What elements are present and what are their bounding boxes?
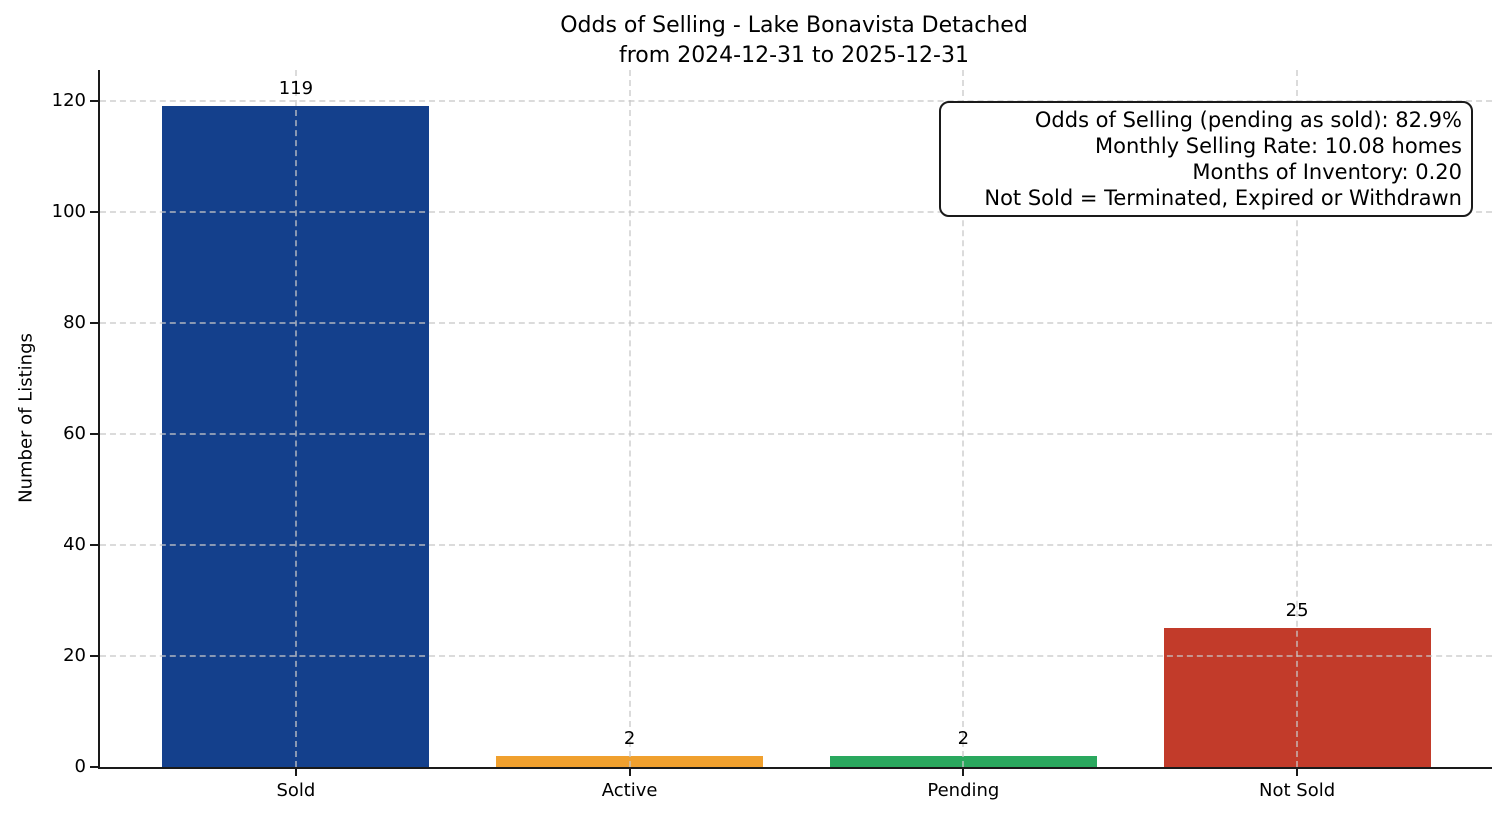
y-axis-label: Number of Listings (15, 333, 37, 503)
y-tick-label: 40 (63, 533, 86, 555)
axis-ticks-layer: 0 20 40 60 80 100 120 Sold Active Pending Not Sold (52, 70, 1492, 801)
chart-title-line-2: from 2024-12-31 to 2025-12-31 (619, 43, 969, 68)
y-tick-label: 80 (63, 311, 86, 333)
y-tick-mark (90, 99, 100, 102)
x-tick-mark (962, 769, 965, 776)
y-tick-mark (90, 654, 100, 657)
x-tick-label: Sold (276, 780, 316, 801)
x-tick-label: Pending (927, 780, 1000, 801)
annotation-line: Not Sold = Terminated, Expired or Withdr… (984, 186, 1462, 210)
y-tick-label: 20 (63, 644, 86, 666)
x-tick-mark (294, 769, 297, 776)
y-tick-label: 100 (51, 200, 86, 222)
x-tick-label: Active (601, 780, 658, 801)
annotation-box: Odds of Selling (pending as sold): 82.9%… (939, 101, 1473, 217)
y-tick-label: 120 (51, 89, 86, 111)
y-tick-mark (90, 543, 100, 546)
y-tick-mark (90, 766, 100, 768)
annotation-line: Monthly Selling Rate: 10.08 homes (1095, 134, 1462, 158)
chart-title: Odds of Selling - Lake Bonavista Detache… (98, 11, 1490, 71)
y-tick-mark (90, 432, 100, 435)
annotation-line: Odds of Selling (pending as sold): 82.9% (1034, 108, 1462, 132)
plot-area: 0 20 40 60 80 100 120 Sold Active Pending Not Sold… (52, 70, 1492, 801)
x-tick-mark (628, 769, 631, 776)
y-tick-label: 60 (63, 422, 86, 444)
annotation-line: Months of Inventory: 0.20 (1192, 160, 1462, 184)
y-tick-mark (90, 321, 100, 324)
chart-title-line-1: Odds of Selling - Lake Bonavista Detache… (560, 13, 1028, 38)
y-tick-label: 0 (74, 756, 86, 777)
x-tick-label: Not Sold (1259, 780, 1336, 801)
y-tick-mark (90, 210, 100, 213)
x-tick-mark (1296, 769, 1299, 776)
